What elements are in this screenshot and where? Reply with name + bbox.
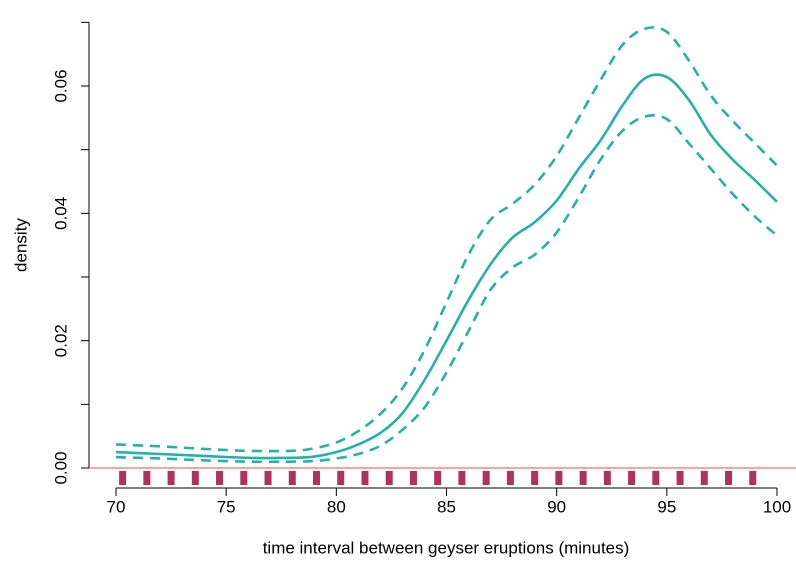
rug-mark [216,471,224,486]
rug-mark [628,471,636,486]
rug-mark [409,471,417,486]
density-line [115,26,778,453]
rug-mark [531,471,539,486]
rug-mark [482,471,490,486]
rug-mark [312,471,320,486]
rug-mark [361,471,369,486]
rug-mark [725,471,733,486]
rug-mark [434,471,442,486]
x-tick-label: 95 [657,497,676,516]
rug-mark [143,471,151,486]
rug-mark [579,471,587,486]
rug-mark [749,471,757,486]
y-axis-title: density [11,218,30,272]
rug-mark [167,471,175,486]
rug-mark [506,471,514,486]
y-tick-label: 0.02 [51,324,70,357]
x-tick-label: 90 [547,497,566,516]
rug-mark [676,471,684,486]
rug-mark [337,471,345,486]
rug-mark [555,471,563,486]
x-axis-title: time interval between geyser eruptions (… [263,538,630,557]
rug-mark [264,471,272,486]
rug-mark [458,471,466,486]
x-tick-label: 85 [437,497,456,516]
y-tick-label: 0.06 [51,69,70,102]
rug-mark [119,471,127,486]
rug-mark [240,471,248,486]
rug-mark [652,471,660,486]
x-tick-label: 100 [763,497,791,516]
density-line [115,73,778,460]
x-tick-label: 80 [327,497,346,516]
density-line [115,114,778,464]
y-tick-label: 0.04 [51,197,70,230]
rug-mark [385,471,393,486]
rug-mark [191,471,199,486]
rug-mark [700,471,708,486]
y-tick-label: 0.00 [51,451,70,484]
x-tick-label: 70 [107,497,126,516]
rug-mark [603,471,611,486]
rug-mark [288,471,296,486]
x-tick-label: 75 [217,497,236,516]
